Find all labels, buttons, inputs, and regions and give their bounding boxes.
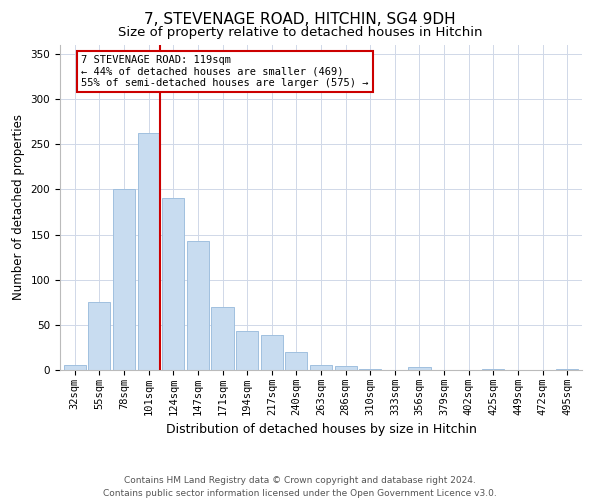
Bar [335, 366, 357, 370]
Bar [88, 302, 110, 370]
Text: 7 STEVENAGE ROAD: 119sqm
← 44% of detached houses are smaller (469)
55% of semi-: 7 STEVENAGE ROAD: 119sqm ← 44% of detach… [81, 54, 368, 88]
Bar [187, 241, 209, 370]
Text: Size of property relative to detached houses in Hitchin: Size of property relative to detached ho… [118, 26, 482, 39]
Bar [162, 198, 184, 370]
Bar [359, 369, 382, 370]
Bar [211, 307, 233, 370]
Bar [556, 369, 578, 370]
Bar [137, 134, 160, 370]
Bar [113, 188, 135, 370]
Text: Contains HM Land Registry data © Crown copyright and database right 2024.
Contai: Contains HM Land Registry data © Crown c… [103, 476, 497, 498]
Bar [409, 368, 431, 370]
Bar [260, 335, 283, 370]
X-axis label: Distribution of detached houses by size in Hitchin: Distribution of detached houses by size … [166, 424, 476, 436]
Text: 7, STEVENAGE ROAD, HITCHIN, SG4 9DH: 7, STEVENAGE ROAD, HITCHIN, SG4 9DH [144, 12, 456, 28]
Bar [236, 331, 258, 370]
Bar [482, 369, 505, 370]
Y-axis label: Number of detached properties: Number of detached properties [12, 114, 25, 300]
Bar [310, 366, 332, 370]
Bar [285, 352, 307, 370]
Bar [64, 366, 86, 370]
